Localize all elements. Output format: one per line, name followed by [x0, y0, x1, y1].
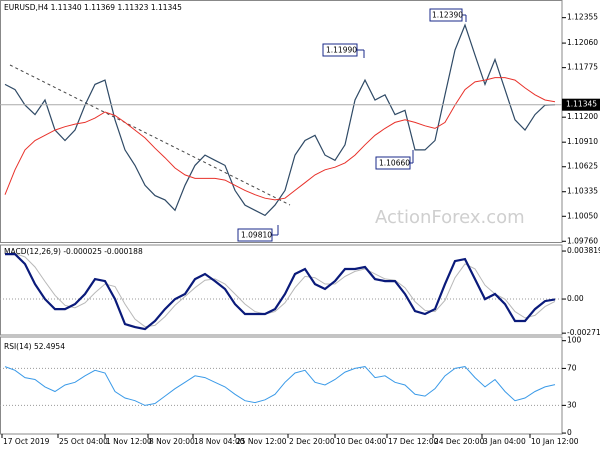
annotation: 1.10660 [375, 150, 414, 170]
y-tick-label: 1.10625 [567, 162, 598, 171]
annotation-label: 1.09810 [241, 231, 272, 240]
y-tick-label: 1.10335 [567, 187, 598, 196]
y-tick-label: 100 [567, 336, 582, 345]
last-price-box [562, 98, 600, 111]
x-tick-label: 17 Oct 2019 [3, 437, 50, 446]
y-tick-label: 1.11775 [567, 63, 598, 72]
x-tick-label: 1 Nov 12:00 [106, 437, 152, 446]
y-tick-label: 1.10050 [567, 211, 598, 220]
series-line [4, 366, 556, 406]
y-tick-label: 1.10910 [567, 137, 598, 146]
x-tick-label: 10 Jan 12:00 [531, 437, 579, 446]
x-tick-label: 24 Dec 20:00 [434, 437, 485, 446]
x-tick-label: 18 Nov 04:00 [194, 437, 245, 446]
y-tick-label: 30 [567, 400, 577, 409]
y-tick-label: 1.11200 [567, 112, 598, 121]
x-tick-label: 3 Jan 04:00 [483, 437, 526, 446]
x-tick-label: 25 Oct 04:00 [59, 437, 108, 446]
last-price-label: 1.11345 [566, 100, 597, 109]
rsi-title: RSI(14) 52.4954 [4, 342, 65, 351]
x-tick-label: 10 Dec 04:00 [336, 437, 387, 446]
trend-line [9, 64, 291, 206]
annotation: 1.12390 [429, 8, 467, 22]
price-panel [0, 0, 563, 243]
annotation-label: 1.11990 [326, 46, 357, 55]
annotation-label: 1.10660 [379, 159, 410, 168]
series-line [4, 23, 556, 217]
symbol-header: EURUSD,H4 1.11340 1.11369 1.11323 1.1134… [4, 3, 182, 12]
rsi-panel [0, 336, 563, 435]
y-tick-label: 0.003819 [567, 246, 600, 255]
macd-panel [0, 244, 563, 336]
y-tick-label: 70 [567, 363, 577, 372]
x-tick-label: 17 Dec 12:00 [388, 437, 439, 446]
x-tick-label: 25 Nov 12:00 [236, 437, 287, 446]
y-tick-label: 1.12060 [567, 38, 598, 47]
y-tick-label: -0.002713 [567, 328, 600, 337]
series-line [5, 253, 556, 331]
x-tick-label: 8 Nov 20:00 [149, 437, 195, 446]
x-tick-label: 2 Dec 20:00 [289, 437, 335, 446]
y-tick-label: 0.00 [567, 294, 584, 303]
annotation: 1.11990 [322, 43, 365, 58]
annotation-label: 1.12390 [432, 11, 463, 20]
annotation: 1.09810 [237, 225, 279, 242]
y-tick-label: 1.12355 [567, 13, 598, 22]
y-tick-label: 1.09760 [567, 236, 598, 245]
series-line [4, 77, 556, 201]
watermark: ActionForex.com [375, 207, 525, 228]
macd-title: MACD(12,26,9) -0.000025 -0.000188 [4, 247, 143, 256]
y-tick-label: 0 [567, 428, 572, 437]
series-line [4, 252, 556, 328]
